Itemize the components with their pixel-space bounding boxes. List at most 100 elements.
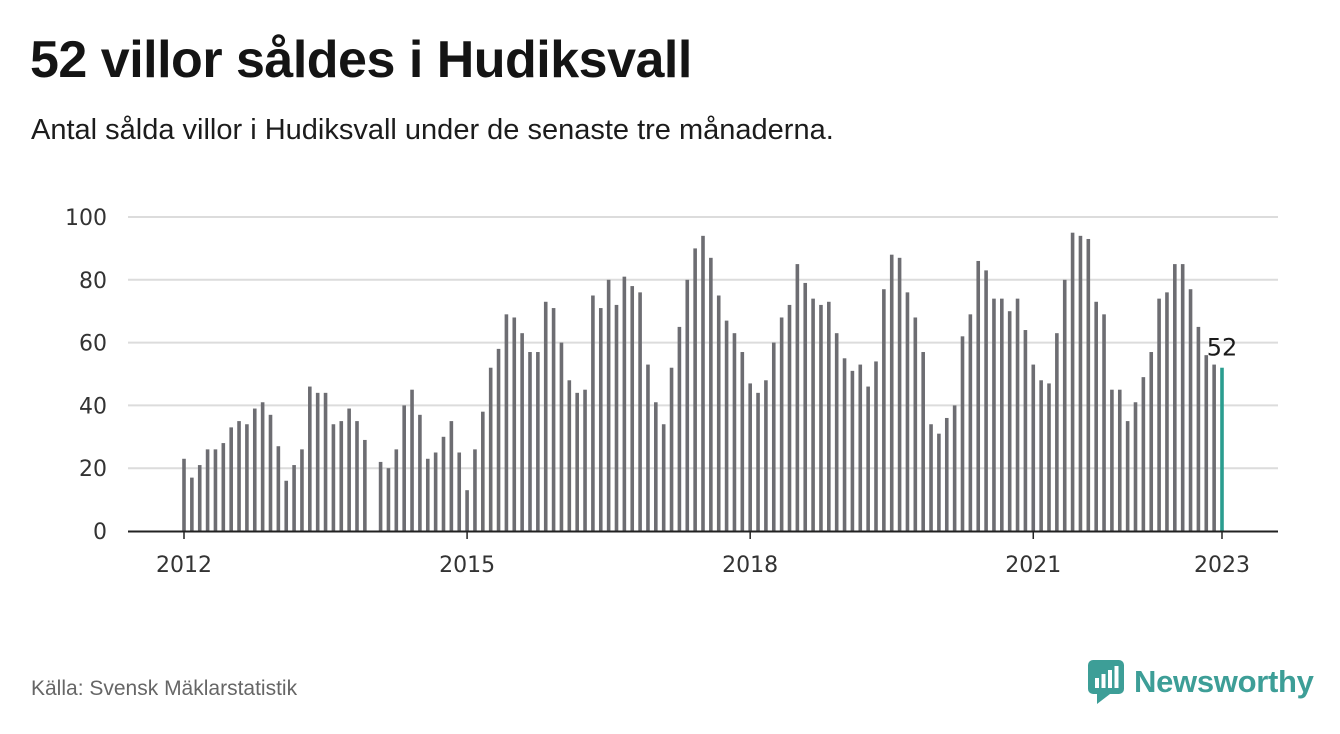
bar <box>583 389 587 531</box>
bar <box>1007 311 1012 531</box>
bar <box>882 289 886 531</box>
y-tick-label: 0 <box>93 520 107 545</box>
bar <box>378 461 383 531</box>
bar <box>1086 238 1091 532</box>
bar <box>795 264 800 531</box>
bar <box>457 452 462 531</box>
bar <box>1110 389 1114 531</box>
bar <box>276 446 281 531</box>
bar <box>756 392 760 531</box>
bar <box>1188 289 1193 531</box>
bar <box>504 314 509 531</box>
bar <box>323 392 328 531</box>
bar <box>1157 298 1161 531</box>
bar <box>905 292 910 531</box>
bar <box>488 367 493 531</box>
bar <box>386 468 391 531</box>
bar <box>1047 383 1051 531</box>
bar <box>1015 298 1020 531</box>
bar <box>205 449 210 531</box>
bar <box>339 421 344 531</box>
source-note: Källa: Svensk Mäklarstatistik <box>31 677 298 700</box>
bar <box>921 352 925 531</box>
bar <box>528 352 532 531</box>
bar <box>937 433 941 531</box>
bar <box>960 336 965 531</box>
bar <box>481 411 485 531</box>
page-subtitle: Antal sålda villor i Hudiksvall under de… <box>31 114 834 146</box>
x-tick-label: 2023 <box>1194 553 1250 578</box>
y-tick-label: 100 <box>65 206 107 231</box>
bar <box>260 402 265 531</box>
bar <box>1117 389 1122 531</box>
bar <box>779 317 784 531</box>
bar <box>433 452 438 531</box>
bar <box>976 260 981 531</box>
bar <box>1180 264 1185 531</box>
bar <box>842 358 847 531</box>
bar <box>190 477 194 531</box>
bar <box>425 458 430 531</box>
bar <box>410 389 414 531</box>
bar <box>850 370 855 531</box>
bar <box>512 317 517 531</box>
bar <box>496 348 501 531</box>
x-tick-label: 2012 <box>156 553 212 578</box>
bar <box>748 383 752 531</box>
bar <box>315 392 320 531</box>
bar <box>889 254 894 531</box>
bar <box>984 270 988 531</box>
bar <box>245 424 249 531</box>
bar <box>567 380 572 531</box>
bar <box>732 333 737 531</box>
bar <box>1000 298 1004 531</box>
bar <box>331 424 336 531</box>
bar <box>1204 355 1209 531</box>
bar <box>811 298 815 531</box>
bar <box>897 257 902 531</box>
bar <box>441 436 446 531</box>
y-axis-ticks: 0 20 40 60 80 100 <box>65 206 107 545</box>
bar <box>929 424 933 531</box>
bar <box>300 449 304 531</box>
last-value-label: 52 <box>1207 334 1238 362</box>
bar <box>827 301 831 531</box>
x-tick-label: 2018 <box>722 553 778 578</box>
bar <box>418 414 422 531</box>
bar <box>449 421 454 531</box>
bar <box>221 443 226 531</box>
bar <box>1149 352 1154 531</box>
bar <box>394 449 399 531</box>
bar <box>347 408 351 531</box>
bar <box>355 421 359 531</box>
y-tick-label: 20 <box>79 457 107 482</box>
brand-name: Newsworthy <box>1134 664 1314 699</box>
bar <box>606 279 611 531</box>
bar <box>197 465 202 531</box>
y-tick-label: 80 <box>79 269 107 294</box>
bar <box>1070 232 1075 531</box>
page-title: 52 villor såldes i Hudiksvall <box>30 31 692 89</box>
bar <box>858 364 863 531</box>
bar <box>1055 333 1059 531</box>
bar <box>834 333 839 531</box>
bar <box>363 439 367 531</box>
x-tick-label: 2021 <box>1005 553 1061 578</box>
bar <box>1133 402 1138 531</box>
brand-logo: Newsworthy <box>1088 660 1314 704</box>
bar <box>866 386 870 531</box>
bar <box>591 295 595 531</box>
bar <box>771 342 776 531</box>
bar <box>520 333 524 531</box>
bar <box>622 276 627 531</box>
bar <box>716 295 721 531</box>
bar <box>654 402 658 531</box>
bar <box>638 292 642 531</box>
bar <box>268 414 273 531</box>
bar <box>669 367 674 531</box>
bar <box>1023 330 1028 531</box>
bar <box>229 427 233 531</box>
bar <box>1094 301 1098 531</box>
bar <box>614 304 619 531</box>
x-axis-ticks: 2012 2015 2018 2021 2023 <box>156 531 1250 578</box>
